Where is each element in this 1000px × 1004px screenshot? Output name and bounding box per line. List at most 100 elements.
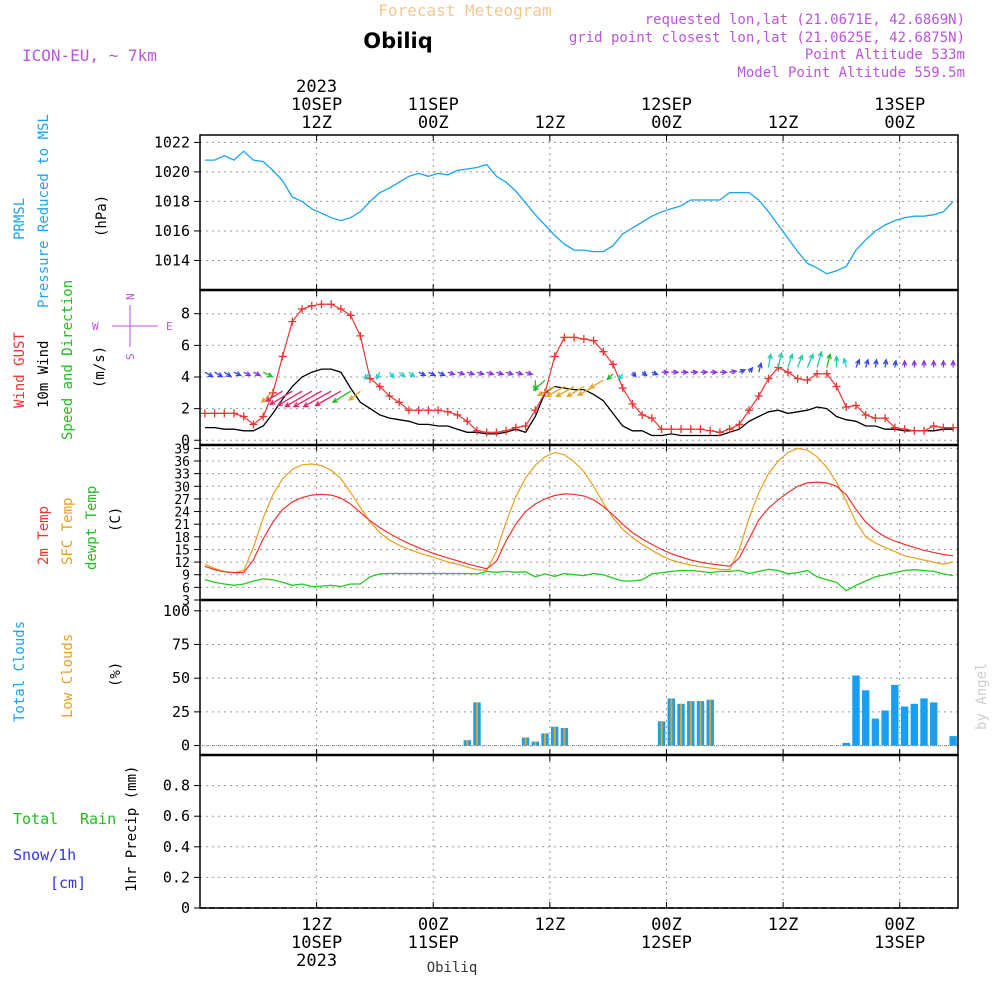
wind-arrow (375, 371, 381, 381)
panel-frame (199, 754, 959, 909)
gust-marker (686, 425, 695, 434)
low-clouds-label: Low Clouds (60, 634, 76, 718)
gust-marker (220, 409, 229, 418)
wind-arrow (408, 371, 416, 378)
top-time-hour: 12Z (301, 113, 332, 133)
credit-watermark: by Angel (974, 663, 990, 730)
wind-arrow (700, 369, 709, 375)
tsfc-line (204, 447, 954, 574)
wind-arrow (292, 390, 322, 408)
low-cloud-bar (660, 721, 663, 746)
low-cloud-bar (524, 737, 527, 746)
panel-clouds: 0 25 50 75 100 (163, 599, 959, 756)
wind-arrow (525, 370, 534, 376)
ytick-label: 1018 (154, 192, 190, 210)
low-cloud-bar (699, 701, 702, 746)
gust-marker (268, 388, 277, 397)
location-title: Obiliq (363, 29, 433, 53)
gust-marker (609, 360, 618, 369)
ytick-label: 8 (181, 305, 190, 323)
wind-arrow (515, 370, 524, 376)
wind-arrow (388, 371, 395, 379)
gust-marker (424, 406, 433, 415)
wind-direction-label: Speed and Direction (60, 280, 76, 440)
pressure-unit: (hPa) (94, 195, 110, 237)
wind-arrow (747, 366, 754, 373)
ytick-label: 1022 (154, 133, 190, 151)
gust-marker (366, 374, 375, 383)
gust-marker (715, 428, 724, 437)
ytick-label: 1020 (154, 163, 190, 181)
compass-north: N (124, 293, 137, 300)
precip-snow-unit: [cm] (50, 874, 86, 892)
top-time-year: 2023 (296, 77, 337, 97)
wind-arrow (348, 390, 361, 401)
wind-arrow (842, 357, 848, 368)
gust-marker (599, 347, 608, 356)
wind-arrow (505, 370, 515, 376)
wind-arrow (276, 390, 303, 407)
gust-marker (881, 414, 890, 423)
ytick-label: 27 (174, 493, 190, 508)
top-time-hour: 00Z (418, 113, 449, 133)
wind-10m-label: 10m Wind (36, 341, 52, 408)
gust-marker (706, 426, 715, 435)
wind-arrow (437, 371, 447, 377)
ytick-label: 24 (174, 506, 190, 521)
total-cloud-bar (891, 684, 899, 746)
low-cloud-bar (553, 726, 556, 746)
temp-2m-label: 2m Temp (36, 506, 52, 565)
wind-arrow (302, 390, 332, 408)
gust-marker (463, 417, 472, 426)
pressure-line (204, 150, 954, 275)
ytick-label: 0 (181, 431, 190, 449)
clouds-unit: (%) (108, 662, 124, 687)
gust-marker (570, 333, 579, 342)
gust-marker (861, 410, 870, 419)
gust-marker (667, 425, 676, 434)
dewpt-line (204, 568, 954, 592)
gust-marker (259, 412, 268, 421)
wind-arrow (921, 359, 927, 368)
low-cloud-bar (680, 703, 682, 746)
panel-frame (199, 599, 959, 756)
ytick-label: 0 (181, 737, 190, 755)
wind-arrow (873, 358, 879, 368)
dewpt-label: dewpt Temp (84, 486, 100, 570)
wind-arrow (545, 385, 565, 398)
panel-pressure: 1014 1016 1018 1020 1022 (154, 133, 959, 291)
precip-rain-label: Rain (80, 810, 116, 828)
top-time-hour: 12Z (768, 113, 799, 133)
wind-arrow (630, 371, 637, 378)
gust-marker (900, 425, 909, 434)
ytick-label: 6 (181, 336, 190, 354)
wind-arrow (641, 370, 648, 377)
compass-rose: N S W E (92, 293, 173, 360)
temp-unit: (C) (108, 507, 124, 532)
gust-marker (949, 423, 958, 432)
ytick-label: 18 (174, 531, 190, 546)
low-cloud-bar (534, 741, 537, 746)
total-clouds-label: Total Clouds (12, 621, 28, 722)
ytick-label: 0.6 (163, 807, 190, 825)
wind-arrow (606, 373, 614, 381)
gust-marker (511, 423, 520, 432)
wind-arrow (930, 359, 937, 368)
wind-arrow (940, 359, 947, 368)
gust-marker (414, 406, 423, 415)
wind-arrow (284, 390, 313, 408)
gust-marker (842, 403, 851, 412)
wind-arrow (787, 352, 794, 368)
wind-arrow (681, 369, 690, 375)
gust-marker (550, 352, 559, 361)
ytick-label: 0.4 (163, 838, 190, 856)
ytick-label: 25 (172, 703, 190, 721)
wind-arrow (826, 352, 832, 368)
wind-arrow (739, 369, 747, 375)
ytick-label: 1014 (154, 251, 190, 269)
top-time-hour: 00Z (651, 113, 682, 133)
bottom-time-hour: 00Z (884, 915, 915, 935)
gust-marker (696, 425, 705, 434)
wind-arrow (864, 358, 870, 368)
